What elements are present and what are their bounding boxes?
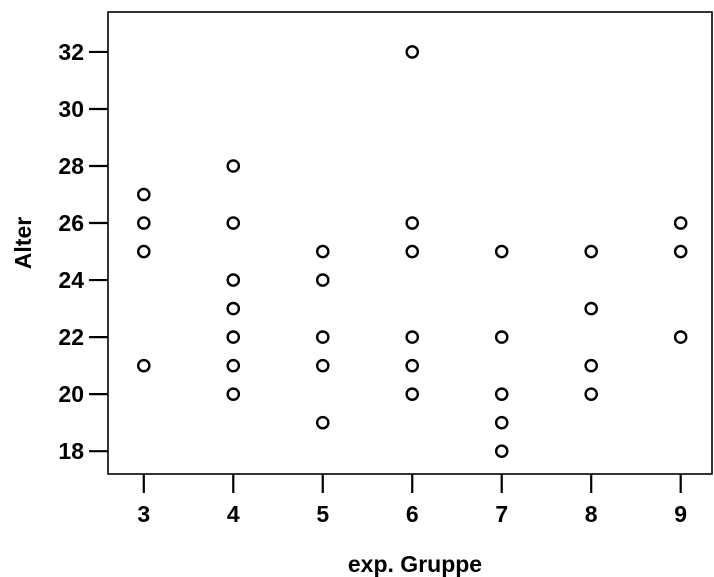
data-point [405,45,420,59]
y-tick-label: 24 [58,267,84,293]
data-point [494,387,509,401]
x-tick-label: 3 [137,501,150,527]
data-point [494,330,509,344]
x-axis-title: exp. Gruppe [348,551,482,577]
data-point [226,387,241,401]
data-point [315,244,330,259]
x-tick-label: 8 [585,501,598,527]
data-point [136,216,151,230]
data-point [494,444,509,458]
data-point [226,330,241,344]
data-point [315,330,330,344]
data-point [405,216,420,230]
data-point [584,244,599,259]
data-point [584,301,599,316]
data-point [584,358,599,373]
data-point [226,159,241,173]
data-point [405,387,420,401]
data-point [405,358,420,373]
data-point [226,358,241,373]
y-tick-label: 28 [58,153,84,179]
data-point [584,387,599,401]
y-axis: 18 20 22 24 26 28 30 32 [58,39,108,464]
x-tick-label: 5 [316,501,329,527]
data-point [494,244,509,259]
y-tick-label: 20 [58,381,84,407]
x-tick-label: 9 [674,501,687,527]
y-tick-label: 22 [58,324,84,350]
data-point [315,273,330,287]
data-point [226,273,241,287]
data-point [315,358,330,373]
x-tick-label: 4 [227,501,240,527]
y-tick-label: 26 [58,210,84,236]
x-tick-label: 7 [495,501,508,527]
y-tick-label: 32 [58,39,84,65]
data-point [315,415,330,430]
data-point [136,358,151,373]
data-point [405,244,420,259]
data-point [494,415,509,430]
data-point [405,330,420,344]
data-point [226,301,241,316]
data-point [136,187,151,202]
y-tick-label: 30 [58,96,84,122]
x-axis: 3 4 5 6 7 8 9 [137,474,687,527]
data-point [673,216,688,230]
data-point [136,244,151,259]
y-tick-label: 18 [58,438,84,464]
y-axis-title: Alter [10,217,36,269]
data-point [673,330,688,344]
plot-frame [107,11,713,475]
data-point [226,216,241,230]
data-points [136,45,688,458]
x-tick-label: 6 [406,501,419,527]
data-point [673,244,688,259]
